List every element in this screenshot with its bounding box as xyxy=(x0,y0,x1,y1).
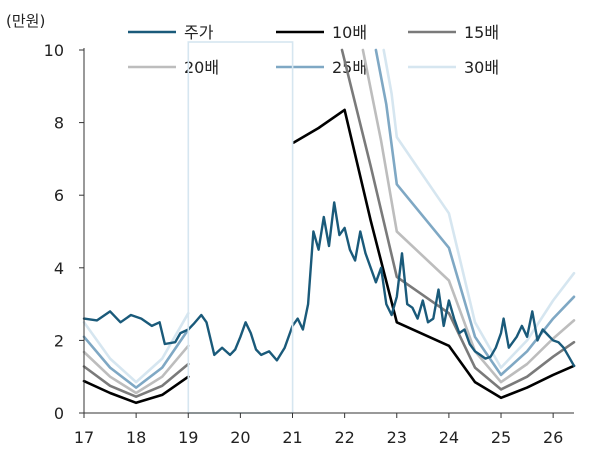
series-line-3-0 xyxy=(82,344,190,395)
x-tick-label: 17 xyxy=(74,428,94,447)
series-line-2-1 xyxy=(340,48,576,391)
x-tick-label: 23 xyxy=(387,428,407,447)
series-line-4-0 xyxy=(82,328,190,389)
series-line-5-0 xyxy=(82,311,190,384)
y-tick-label: 4 xyxy=(54,259,64,278)
y-tick-label: 2 xyxy=(54,331,64,350)
y-tick-label: 10 xyxy=(44,41,64,60)
x-tick-label: 20 xyxy=(230,428,250,447)
x-tick-label: 26 xyxy=(543,428,563,447)
series-line-1-1 xyxy=(292,108,576,400)
gap-marker-0 xyxy=(187,41,294,414)
x-tick-label: 22 xyxy=(334,428,354,447)
x-tick-label: 18 xyxy=(126,428,146,447)
y-tick-label: 6 xyxy=(54,186,64,205)
y-tick-label: 0 xyxy=(54,404,64,423)
legend-label-0: 주가 xyxy=(184,23,214,42)
series-layer xyxy=(82,41,576,414)
x-tick-label: 25 xyxy=(491,428,511,447)
series-line-2-0 xyxy=(82,362,190,398)
series-line-0-0 xyxy=(82,201,576,367)
legend: 주가 10배 15배 20배 25배 30배 xyxy=(128,23,499,77)
y-tick-label: 8 xyxy=(54,114,64,133)
y-axis-label: (만원) xyxy=(6,12,45,30)
legend-label-3: 20배 xyxy=(184,58,219,77)
x-tick-label: 21 xyxy=(282,428,302,447)
series-line-5-1 xyxy=(382,48,576,369)
legend-label-1: 10배 xyxy=(332,23,367,42)
series-line-1-0 xyxy=(82,375,190,405)
legend-label-5: 30배 xyxy=(464,58,499,77)
x-tick-label: 24 xyxy=(439,428,459,447)
legend-label-2: 15배 xyxy=(464,23,499,42)
x-tick-label: 19 xyxy=(178,428,198,447)
series-line-4-1 xyxy=(374,48,576,377)
legend-label-4: 25배 xyxy=(332,58,367,77)
